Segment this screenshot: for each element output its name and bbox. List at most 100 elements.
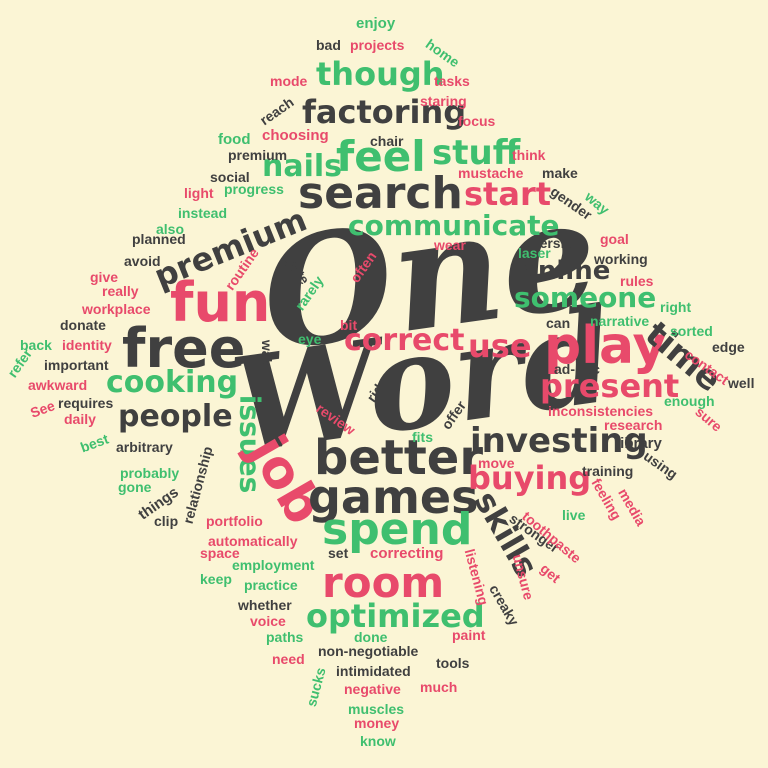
word-well: well xyxy=(728,375,755,391)
word-bad: bad xyxy=(316,37,341,53)
word-present: present xyxy=(540,367,680,405)
word-can: can xyxy=(546,315,571,331)
word-give: give xyxy=(90,269,119,285)
word-fun: fun xyxy=(170,271,271,334)
word-narrative: narrative xyxy=(590,313,650,329)
word-choosing: choosing xyxy=(262,127,329,144)
word-room: room xyxy=(322,558,445,607)
word-spend: spend xyxy=(322,504,473,555)
word-inconsistencies: inconsistencies xyxy=(548,403,654,419)
word-muscles: muscles xyxy=(348,701,405,717)
word-need: need xyxy=(272,651,305,667)
word-fits: fits xyxy=(412,429,433,445)
word-much: much xyxy=(420,679,458,695)
word-training: training xyxy=(582,463,634,479)
word-though: though xyxy=(316,55,445,93)
word-correct: correct xyxy=(344,323,465,358)
word-practice: practice xyxy=(244,577,298,593)
word-paint: paint xyxy=(452,627,486,643)
word-nails: nails xyxy=(262,149,343,184)
word-correcting: correcting xyxy=(370,545,444,562)
word-use: use xyxy=(468,327,532,365)
word-reach: reach xyxy=(256,93,297,129)
word-enjoy: enjoy xyxy=(356,15,396,32)
word-instead: instead xyxy=(178,205,228,221)
word-negative: negative xyxy=(344,681,401,697)
word-search: search xyxy=(298,168,463,219)
word-keep: keep xyxy=(200,571,232,587)
word-using: using xyxy=(640,447,681,483)
word-voice: voice xyxy=(250,613,286,629)
word-light: light xyxy=(184,185,214,201)
word-aversion: aversion xyxy=(524,235,582,251)
word-requires: requires xyxy=(58,395,114,411)
word-start: start xyxy=(464,175,552,213)
word-set: set xyxy=(328,545,349,561)
word-social: social xyxy=(210,169,250,185)
word-food: food xyxy=(218,131,251,148)
word-right: right xyxy=(660,299,692,315)
word-edge: edge xyxy=(712,339,745,355)
word-important: important xyxy=(44,357,109,373)
word-eye: eye xyxy=(298,331,322,347)
word-factoring: factoring xyxy=(302,93,467,131)
word-people: people xyxy=(118,399,233,434)
word-chair: chair xyxy=(370,133,404,149)
word-free: free xyxy=(122,317,246,380)
word-refer: refer xyxy=(4,345,36,381)
word-optimized: optimized xyxy=(306,597,485,635)
word-whether: whether xyxy=(238,597,292,613)
word-sorted: sorted xyxy=(670,323,713,339)
word-someone: someone xyxy=(514,281,657,314)
word-gone: gone xyxy=(118,479,152,495)
word-paths: paths xyxy=(266,629,304,645)
word-portfolio: portfolio xyxy=(206,513,263,529)
word-feel: feel xyxy=(336,132,426,181)
word-donate: donate xyxy=(60,317,106,333)
word-better: better xyxy=(314,430,484,486)
word-wake: wake xyxy=(259,339,276,375)
word-research: research xyxy=(604,417,663,433)
word-creaky: creaky xyxy=(486,581,523,629)
word-tasks: tasks xyxy=(434,73,470,89)
word-games: games xyxy=(308,470,479,524)
word-communicate: communicate xyxy=(348,209,560,242)
word-done: done xyxy=(354,629,388,645)
word-see: See xyxy=(28,397,57,421)
word-mustache: mustache xyxy=(458,165,524,181)
word-really: really xyxy=(102,283,139,299)
word-automatically: automatically xyxy=(208,533,298,549)
word-enough: enough xyxy=(664,393,715,409)
word-also: also xyxy=(156,221,185,237)
word-ad-hoc: ad-hoc xyxy=(554,361,600,377)
word-non-negotiable: non-negotiable xyxy=(318,643,419,659)
word-know: know xyxy=(360,733,396,749)
word-money: money xyxy=(354,715,400,731)
word-awkward: awkward xyxy=(28,377,88,393)
word-premium-small: premium xyxy=(228,147,288,163)
word-investing: investing xyxy=(470,421,648,461)
word-move: move xyxy=(478,455,515,471)
word-employment: employment xyxy=(232,557,315,573)
word-working: working xyxy=(594,251,648,267)
word-space: space xyxy=(200,545,240,561)
word-clip: clip xyxy=(154,513,179,529)
word-sure: sure xyxy=(692,403,726,435)
word-online: online xyxy=(520,256,611,286)
word-wear: wear xyxy=(434,237,466,253)
word-planned: planned xyxy=(132,231,186,247)
word-best: best xyxy=(78,430,111,456)
word-arbitrary: arbitrary xyxy=(116,439,173,455)
word-goal: goal xyxy=(600,231,629,247)
word-play: play xyxy=(544,316,667,376)
word-workplace: workplace xyxy=(82,301,151,317)
word-mode: mode xyxy=(270,73,308,89)
word-sucks: sucks xyxy=(302,665,329,709)
word-library: library xyxy=(616,435,662,452)
word-staring: staring xyxy=(420,93,467,109)
word-stuff: stuff xyxy=(432,133,521,173)
word-live: live xyxy=(562,507,586,523)
word-laser: laser xyxy=(518,245,551,261)
word-daily: daily xyxy=(64,411,96,427)
word-cooking: cooking xyxy=(106,365,239,400)
